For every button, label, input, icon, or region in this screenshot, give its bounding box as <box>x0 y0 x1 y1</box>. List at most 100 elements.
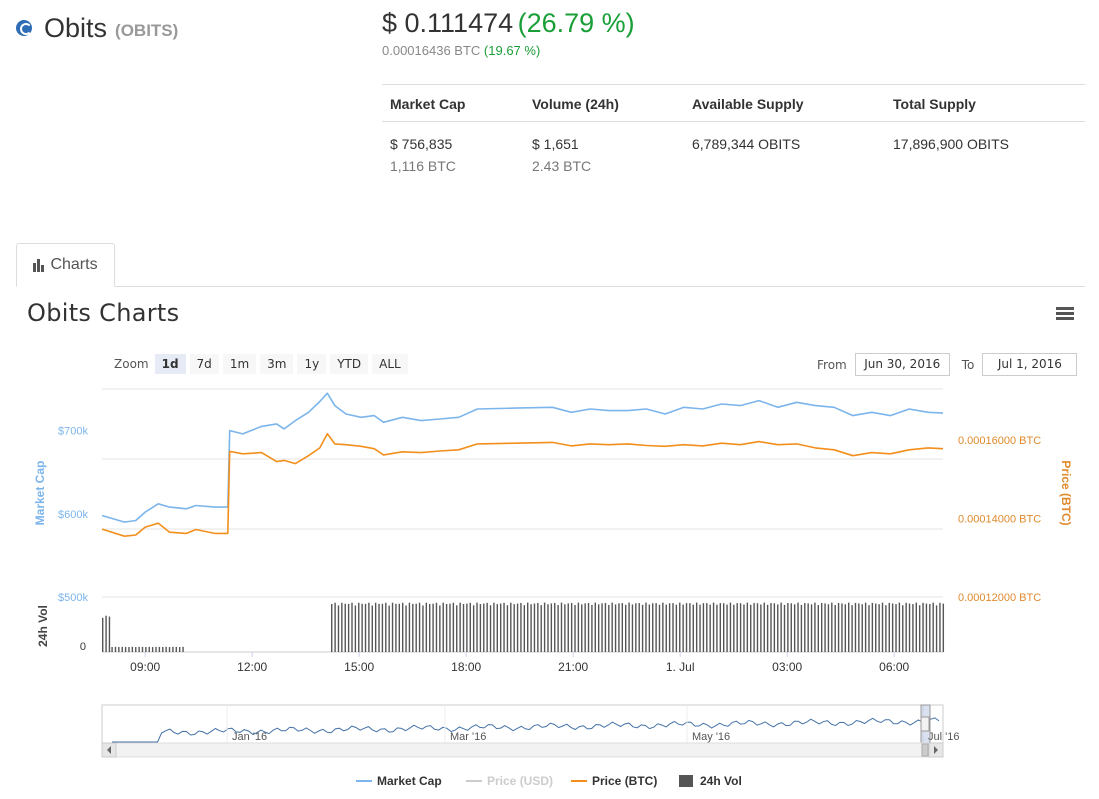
date-range: From Jun 30, 2016 To Jul 1, 2016 <box>817 353 1078 376</box>
volume-bar <box>466 603 468 652</box>
volume-bar <box>162 646 164 652</box>
header-market-cap: Market Cap <box>382 84 524 122</box>
legend-item[interactable]: Market Cap <box>356 774 442 788</box>
chevron-right-icon <box>934 746 938 754</box>
volume-bar <box>472 605 475 652</box>
x-tick-label: 18:00 <box>451 660 481 674</box>
volume-bar <box>827 604 830 652</box>
volume-bar <box>405 605 407 652</box>
volume-bar <box>503 602 505 652</box>
hamburger-menu-icon[interactable] <box>1056 307 1074 321</box>
volume-bar <box>361 603 363 652</box>
market-cap-line <box>101 392 944 523</box>
volume-bar <box>587 602 590 652</box>
volume-bar <box>489 605 492 652</box>
volume-bar <box>685 603 688 652</box>
volume-bar <box>611 602 613 652</box>
volume-bar <box>864 602 867 652</box>
volume-bar <box>851 605 853 652</box>
zoom-controls: Zoom 1d 7d 1m 3m 1y YTD ALL <box>114 354 412 374</box>
volume-bar <box>374 602 377 652</box>
volume-bar <box>699 604 701 652</box>
volume-bar <box>418 602 421 652</box>
volume-bar <box>462 604 465 652</box>
y-right-axis-label: Price (BTC) <box>1059 460 1073 525</box>
volume-bar <box>364 603 367 652</box>
volume-bar <box>550 603 553 652</box>
legend-label: Price (BTC) <box>592 774 657 788</box>
volume-bar <box>479 604 482 652</box>
volume-bar <box>888 602 890 652</box>
zoom-label: Zoom <box>114 357 149 371</box>
volume-bar <box>614 604 617 652</box>
zoom-1m-button[interactable]: 1m <box>222 354 257 374</box>
volume-btc: 2.43 BTC <box>532 158 592 174</box>
price-btc: 0.00016436 BTC <box>382 43 481 58</box>
volume-bar <box>854 602 857 652</box>
volume-bar <box>401 602 404 652</box>
volume-bar <box>908 603 911 652</box>
volume-bar <box>445 603 448 652</box>
to-label: To <box>961 357 975 372</box>
stats-table: Market Cap Volume (24h) Available Supply… <box>382 84 1085 177</box>
volume-bar <box>145 646 147 652</box>
tab-charts[interactable]: Charts <box>16 243 115 287</box>
zoom-ytd-button[interactable]: YTD <box>330 354 369 374</box>
zoom-1y-button[interactable]: 1y <box>297 354 327 374</box>
zoom-7d-button[interactable]: 7d <box>189 354 219 374</box>
scrollbar-thumb[interactable] <box>921 743 929 757</box>
volume-bar <box>716 604 718 652</box>
volume-bar <box>638 603 640 652</box>
volume-bar <box>395 603 397 652</box>
volume-bar <box>800 604 803 652</box>
x-tick-label: 21:00 <box>558 660 588 674</box>
x-tick-label: 06:00 <box>879 660 909 674</box>
volume-bar <box>493 602 495 652</box>
volume-bar <box>513 604 515 652</box>
volume-bar <box>895 604 897 652</box>
header-total-supply: Total Supply <box>885 84 1085 122</box>
zoom-1d-button[interactable]: 1d <box>154 354 186 374</box>
zoom-all-button[interactable]: ALL <box>372 354 408 374</box>
volume-bar <box>753 603 755 652</box>
volume-bar <box>358 602 360 652</box>
legend-item[interactable]: Price (BTC) <box>571 774 657 788</box>
volume-bar <box>702 603 705 652</box>
volume-bar <box>675 604 678 652</box>
volume-bar <box>648 604 651 652</box>
volume-bar <box>459 602 461 652</box>
volume-bar <box>567 603 569 652</box>
volume-bar <box>915 602 917 652</box>
from-date-input[interactable]: Jun 30, 2016 <box>854 353 950 376</box>
tabs-bar <box>16 286 1085 287</box>
volume-bar <box>925 603 928 652</box>
legend-item[interactable]: 24h Vol <box>679 774 742 788</box>
y-left-tick-label: $700k <box>58 426 88 438</box>
to-date-input[interactable]: Jul 1, 2016 <box>982 353 1078 376</box>
volume-bar <box>449 603 451 652</box>
volume-bar <box>425 602 428 652</box>
volume-bar <box>848 602 850 652</box>
volume-bar <box>469 602 471 652</box>
legend-symbol <box>679 775 693 787</box>
y-right-tick-label: 0.00016000 BTC <box>958 435 1041 447</box>
coin-symbol: (OBITS) <box>115 21 179 40</box>
bar-chart-icon <box>33 258 45 272</box>
navigator-tick-label: Mar '16 <box>450 731 486 743</box>
volume-bar <box>918 605 921 652</box>
volume-bar <box>635 603 637 652</box>
volume-bar <box>692 604 694 652</box>
volume-bar <box>881 602 884 652</box>
volume-bar <box>608 604 610 652</box>
legend-item[interactable]: Price (USD) <box>466 774 553 788</box>
available-supply: 6,789,344 OBITS <box>692 136 801 152</box>
navigator-handle[interactable] <box>920 716 930 732</box>
volume-bar <box>662 602 664 652</box>
market-cap-usd: $ 756,835 <box>390 136 453 152</box>
zoom-3m-button[interactable]: 3m <box>260 354 294 374</box>
volume-bar <box>435 602 438 652</box>
volume-bar <box>111 647 113 652</box>
volume-bar <box>172 646 174 652</box>
volume-bar <box>760 604 762 652</box>
volume-bar <box>942 603 945 652</box>
